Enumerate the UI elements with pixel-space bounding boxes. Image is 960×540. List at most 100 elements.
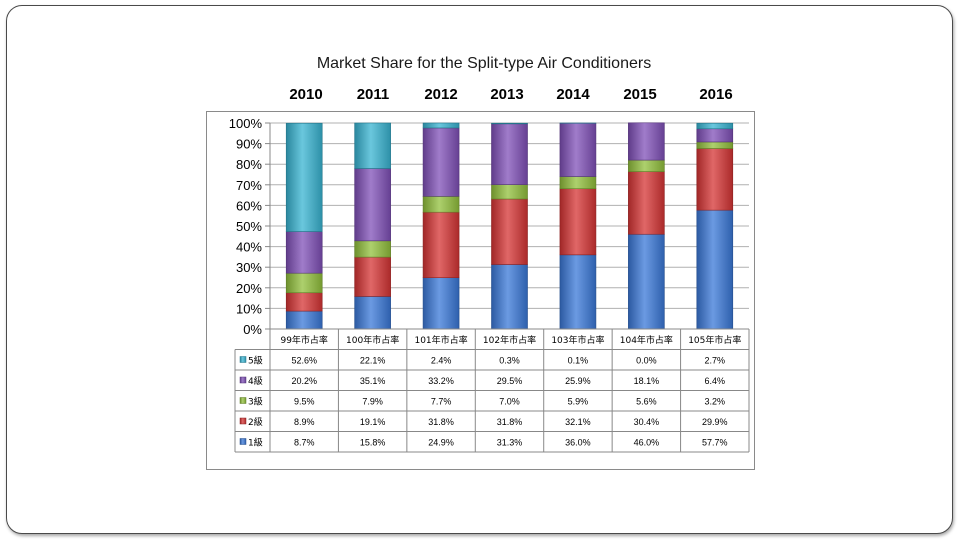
year-label: 2012 — [424, 86, 458, 103]
data-label: 57.7% — [702, 438, 728, 448]
data-label: 5.6% — [636, 397, 657, 407]
bar-segment — [285, 292, 323, 312]
data-label: 0.0% — [636, 356, 657, 366]
data-label: 7.7% — [431, 397, 452, 407]
legend-swatch — [239, 376, 247, 384]
data-label: 31.8% — [497, 417, 523, 427]
legend-label: 4級 — [248, 375, 263, 387]
data-label: 36.0% — [565, 438, 591, 448]
category-label: 100年市占率 — [346, 334, 399, 346]
bar-segment — [285, 310, 323, 330]
data-label: 3.2% — [705, 397, 726, 407]
data-label: 32.1% — [565, 417, 591, 427]
bar-segment — [422, 127, 460, 197]
bar-segment — [491, 122, 528, 125]
bar-segment — [491, 264, 528, 330]
category-label: 101年市占率 — [414, 334, 467, 346]
data-label: 18.1% — [634, 376, 660, 386]
data-label: 30.4% — [634, 417, 660, 427]
bar-segment — [354, 256, 391, 297]
data-label: 2.4% — [431, 356, 452, 366]
bar-segment — [354, 122, 391, 169]
bar-segment — [285, 231, 323, 274]
category-label: 102年市占率 — [483, 334, 536, 346]
year-label: 2014 — [556, 86, 590, 103]
y-tick-label: 30% — [236, 260, 262, 275]
legend-swatch — [239, 417, 247, 425]
data-label: 5.9% — [568, 397, 589, 407]
bar-segment — [559, 122, 597, 177]
year-label: 2011 — [356, 86, 390, 103]
category-label: 99年市占率 — [280, 334, 327, 346]
data-label: 0.1% — [568, 356, 589, 366]
year-label: 2010 — [289, 86, 323, 103]
data-label: 46.0% — [634, 438, 660, 448]
bar-segment — [628, 122, 665, 161]
bar-segment — [491, 198, 528, 265]
bar-segment — [422, 196, 460, 213]
bar-segment — [491, 184, 528, 200]
data-label: 7.9% — [362, 397, 383, 407]
legend-swatch — [239, 438, 247, 445]
y-tick-label: 70% — [236, 178, 262, 193]
bar-segment — [285, 122, 323, 232]
bar-segment — [354, 168, 391, 242]
y-tick-label: 40% — [236, 240, 262, 255]
data-label: 8.9% — [294, 417, 315, 427]
bar-segment — [354, 296, 391, 330]
legend-label: 3級 — [248, 396, 263, 408]
data-label: 22.1% — [360, 356, 386, 366]
data-label: 31.8% — [428, 417, 454, 427]
data-label: 6.4% — [705, 376, 726, 386]
bar-segment — [696, 209, 734, 330]
bar-segment — [285, 272, 323, 294]
bar-segment — [628, 159, 665, 172]
legend-swatch — [239, 397, 247, 404]
category-label: 103年市占率 — [551, 334, 604, 346]
data-label: 24.9% — [428, 438, 454, 448]
legend-label: 5級 — [248, 355, 263, 367]
year-label: 2016 — [699, 86, 733, 103]
y-tick-label: 100% — [229, 116, 263, 131]
y-tick-label: 10% — [236, 301, 262, 316]
data-label: 20.2% — [291, 376, 317, 386]
y-tick-label: 0% — [243, 322, 262, 337]
data-label: 0.3% — [499, 356, 520, 366]
data-label: 9.5% — [294, 397, 315, 407]
chart-title: Market Share for the Split-type Air Cond… — [316, 55, 652, 72]
data-label: 2.7% — [705, 356, 726, 366]
y-tick-label: 50% — [236, 219, 262, 234]
year-label: 2015 — [623, 86, 657, 103]
y-tick-label: 80% — [236, 157, 262, 172]
data-label: 29.5% — [497, 376, 523, 386]
bar-segment — [559, 188, 597, 256]
y-tick-label: 60% — [236, 198, 262, 213]
bar-segment — [354, 240, 391, 258]
data-label: 19.1% — [360, 417, 386, 427]
legend-label: 2級 — [248, 416, 263, 428]
data-label: 52.6% — [291, 356, 317, 366]
data-label: 31.3% — [497, 438, 523, 448]
bar-segment — [559, 176, 597, 190]
y-tick-label: 90% — [236, 137, 262, 152]
year-label: 2013 — [490, 86, 524, 103]
bar-segment — [422, 277, 460, 330]
bar-segment — [696, 128, 734, 143]
bar-segment — [696, 122, 734, 130]
data-label: 8.7% — [294, 438, 315, 448]
category-label: 104年市占率 — [620, 334, 673, 346]
y-tick-label: 20% — [236, 281, 262, 296]
bar-segment — [422, 211, 460, 279]
data-label: 7.0% — [499, 397, 520, 407]
chart-panel: 0% 10% 20% 30% 40% 50% 60% 70% 80% 90% 100% 99年市占率 1… — [206, 111, 755, 470]
legend-label: 1級 — [248, 437, 263, 449]
bar-segment — [696, 148, 734, 211]
category-label: 105年市占率 — [688, 334, 741, 346]
bar-segment — [696, 141, 734, 149]
data-label: 33.2% — [428, 376, 454, 386]
stacked-bar-chart: 0% 10% 20% 30% 40% 50% 60% 70% 80% 90% 100% 99年市占率 1… — [229, 116, 750, 453]
data-label: 35.1% — [360, 376, 386, 386]
bar-segment — [628, 233, 665, 330]
data-label: 15.8% — [360, 438, 386, 448]
data-label: 25.9% — [565, 376, 591, 386]
